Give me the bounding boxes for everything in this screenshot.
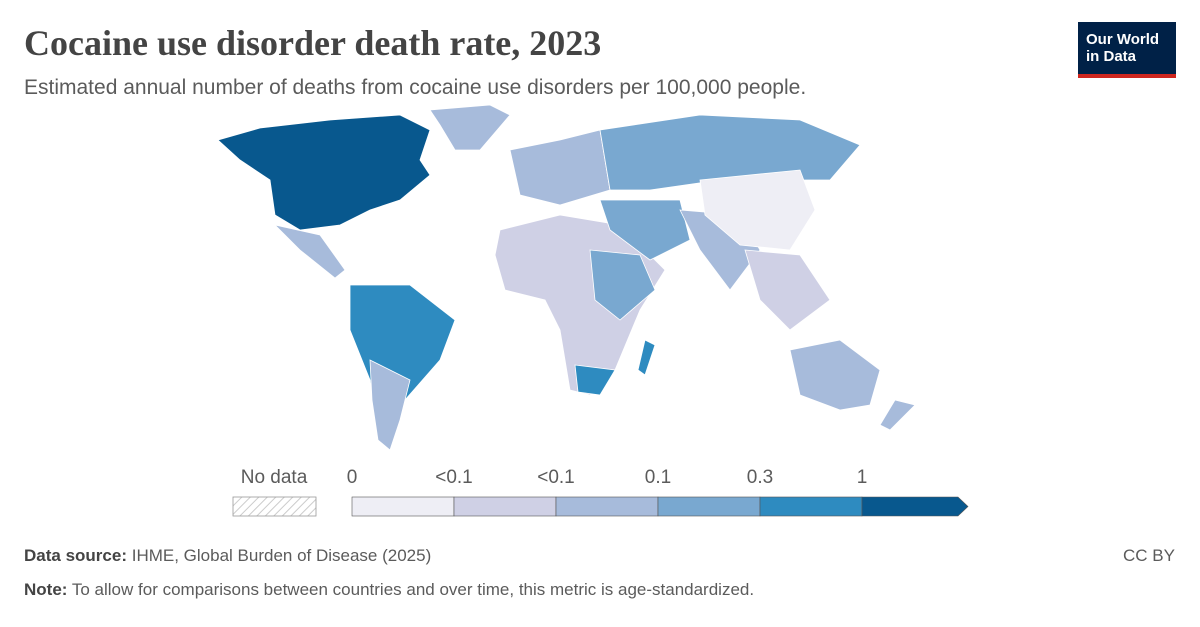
region (637, 339, 656, 376)
note: Note: To allow for comparisons between c… (24, 580, 754, 600)
license[interactable]: CC BY (1123, 546, 1175, 565)
legend-bin (657, 496, 761, 517)
legend-tick-label: 0.3 (747, 467, 773, 488)
legend-tick-label: <0.1 (537, 467, 575, 488)
subtitle: Estimated annual number of deaths from c… (24, 76, 807, 99)
source: Data source: IHME, Global Burden of Dise… (24, 546, 431, 566)
region (699, 169, 816, 251)
no-data-swatch (232, 496, 317, 517)
logo[interactable]: Our World in Data (1078, 22, 1176, 78)
region (509, 129, 611, 206)
source-text: IHME, Global Burden of Disease (2025) (131, 546, 432, 565)
logo-line: in Data (1086, 48, 1137, 65)
region (429, 104, 511, 151)
legend-bin (351, 496, 455, 517)
world-map (217, 104, 916, 451)
legend-bin (555, 496, 659, 517)
region (589, 249, 656, 321)
region (273, 224, 346, 279)
region (217, 114, 431, 231)
region (574, 364, 616, 396)
legend-tick-label: <0.1 (435, 467, 473, 488)
legend-bin (861, 496, 969, 517)
note-text: To allow for comparisons between countri… (71, 580, 755, 599)
no-data-label: No data (241, 467, 308, 488)
region (349, 284, 456, 451)
legend-tick-label: 0 (347, 467, 358, 488)
region (369, 359, 411, 451)
region (879, 399, 916, 431)
region (789, 339, 881, 411)
title: Cocaine use disorder death rate, 2023 (24, 23, 602, 63)
legend-tick-label: 1 (857, 467, 868, 488)
note-label: Note: (24, 580, 68, 599)
legend-tick-label: 0.1 (645, 467, 671, 488)
region (744, 249, 831, 331)
logo-line: Our World (1086, 31, 1160, 48)
region (599, 199, 691, 261)
source-label: Data source: (24, 546, 127, 565)
legend-bin (759, 496, 863, 517)
legend-bin (453, 496, 557, 517)
